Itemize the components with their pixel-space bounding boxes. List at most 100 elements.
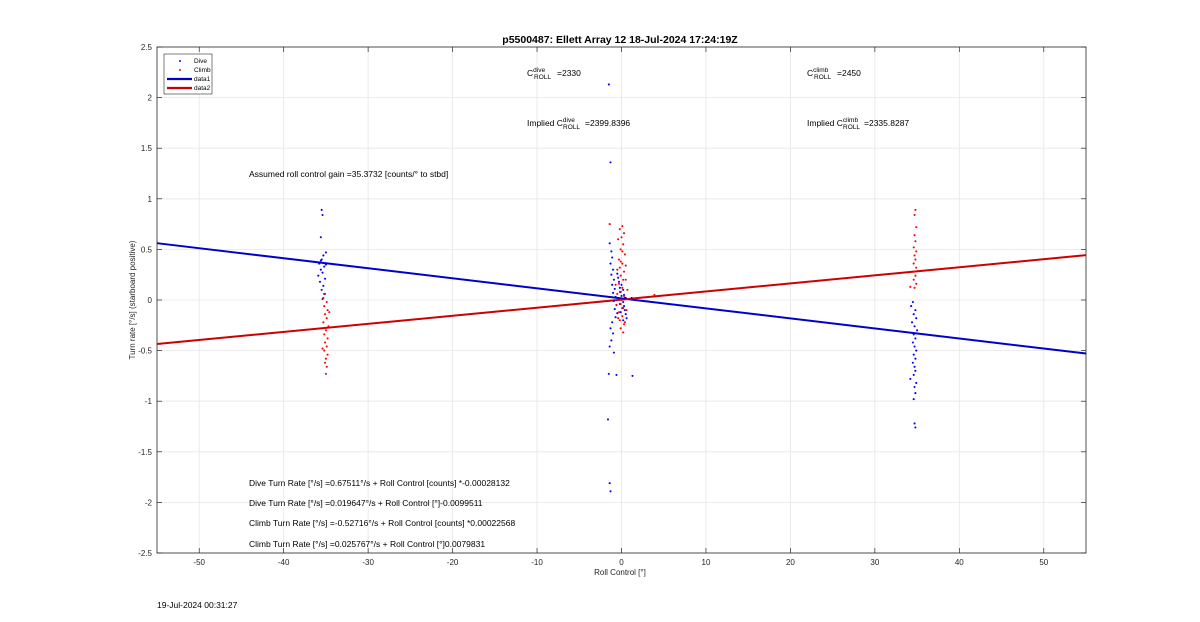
ticks [157,46,1086,554]
c-roll-dive-label: Cdive [527,67,545,78]
dive-point [913,365,916,368]
dive-point [613,308,616,311]
climb-point [914,208,917,211]
dive-point [914,337,917,340]
dive-point [609,262,612,265]
c-roll-climb-label: Cclimb [807,67,829,78]
c-roll-climb-subscript: ROLL [814,74,831,81]
climb-point [913,234,916,237]
dive-point [606,418,610,421]
implied-c-roll-climb-value: =2335.8287 [864,118,909,128]
dive-point [612,268,615,271]
climb-point [325,345,328,348]
dive-point [611,321,614,324]
dive-point [324,251,327,254]
x-tick-label: -50 [193,558,205,567]
dive-point [612,332,615,335]
y-tick-label: 1 [148,195,153,204]
dive-point [611,283,614,286]
x-tick-label: -40 [278,558,290,567]
dive-point [912,313,915,316]
dive-point [319,259,322,262]
c-roll-dive-value: =2330 [557,68,581,78]
dive-point [623,309,626,312]
dive-point [614,316,617,319]
climb-point [324,372,327,375]
dive-point [319,236,322,239]
dive-point [607,83,610,86]
c-roll-dive-subscript: ROLL [534,74,551,81]
climb-point [327,325,330,328]
climb-point [620,298,623,302]
dive-point [625,317,628,320]
legend-climb-label: Climb [194,67,211,74]
climb-point [326,309,329,312]
climb-point [324,341,327,344]
dive-point [320,208,323,211]
data1-line [156,242,1087,355]
dive-point [916,329,919,332]
climb-point [914,258,917,261]
climb-point [915,250,918,253]
x-axis-label: Roll Control [°] [594,568,646,577]
legend-dive-marker [179,60,181,62]
x-tick-labels: -50 -40 -30 -20 -10 0 10 20 30 40 50 [193,558,1048,567]
climb-point [619,274,622,277]
dive-point [324,263,327,266]
climb-point [617,238,620,241]
climb-point [623,253,626,256]
dive-point [913,325,916,328]
dive-point [618,286,621,289]
dive-point [611,256,614,259]
implied-c-roll-dive-subscript: ROLL [563,124,580,131]
dive-point [912,373,915,376]
climb-point [324,292,327,295]
legend-data1-label: data1 [194,76,211,83]
dive-point [318,280,322,283]
climb-point [325,317,328,320]
implied-c-roll-climb-label: Implied Cclimb [807,117,858,128]
climb-point [622,278,625,281]
climb-point [622,307,625,310]
y-tick-label: -1 [145,397,153,406]
climb-point [321,347,324,350]
dive-point [914,357,917,360]
dive-point [622,319,625,322]
climb-point [322,321,325,324]
dive-point [609,327,612,330]
climb-point [912,262,915,265]
dive-point [612,278,615,281]
y-tick-label: 0 [148,296,153,305]
climb-point [617,311,621,314]
dive-point [624,313,627,316]
dive-point [610,339,613,342]
climb-point [324,357,327,360]
dive-point [912,333,915,336]
implied-c-roll-dive-value: =2399.8396 [585,118,630,128]
y-tick-label: -2.5 [138,549,152,558]
dive-point [913,385,916,389]
dive-point [616,272,619,275]
x-tick-label: 50 [1039,558,1048,567]
x-tick-label: -20 [447,558,459,567]
dive-degrees-equation: Dive Turn Rate [°/s] =0.019647°/s + Roll… [249,498,483,508]
dive-point [914,369,917,372]
x-tick-label: -10 [531,558,543,567]
dive-point [322,284,325,287]
dive-point [915,349,918,352]
climb-point [617,258,621,261]
dive-point [612,351,615,354]
climb-point [622,294,626,298]
dive-point [608,345,611,348]
climb-point [915,226,918,229]
climb-point [619,260,622,263]
dive-point [321,213,324,217]
climb-point [621,250,624,253]
y-tick-label: 2.5 [141,43,153,52]
climb-point [615,304,618,307]
climb-point [323,349,326,352]
dive-counts-equation: Dive Turn Rate [°/s] =0.67511°/s + Roll … [249,478,510,488]
climb-point [913,213,916,217]
dive-point [909,377,912,380]
dive-point [619,311,622,314]
